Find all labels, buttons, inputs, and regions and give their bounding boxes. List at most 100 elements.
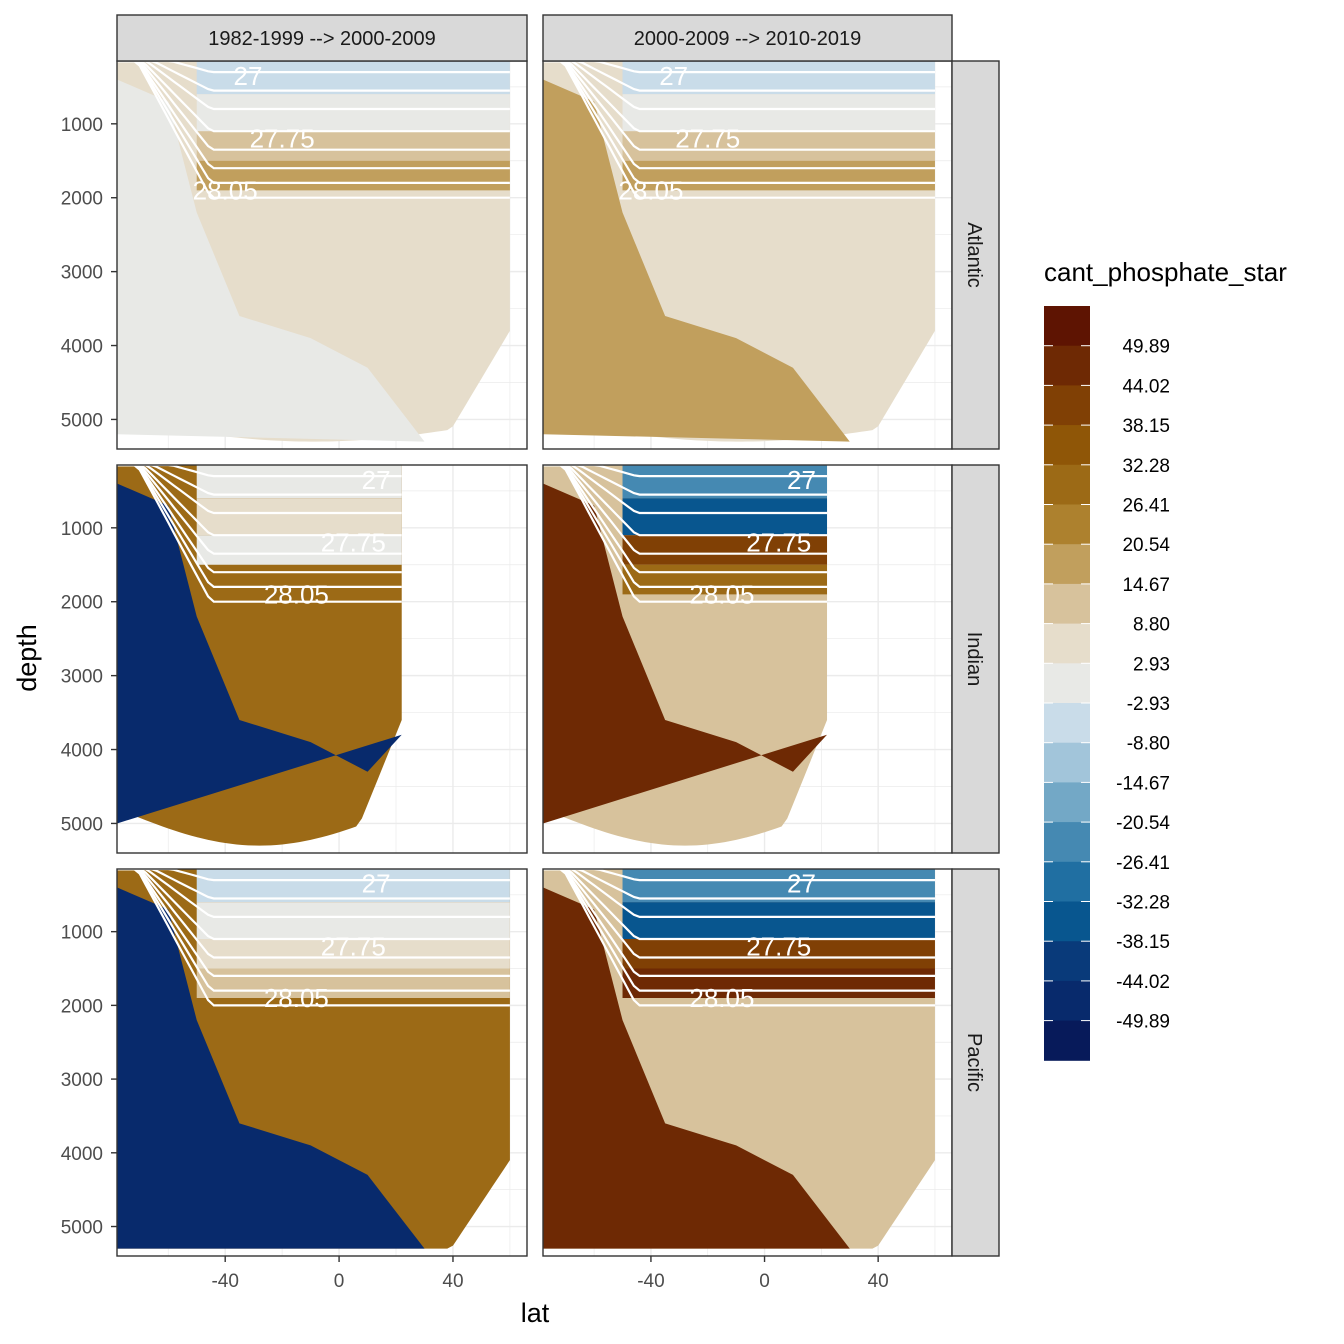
y-tick-label: 2000 <box>61 593 103 614</box>
southern-deep-water-mass <box>543 483 828 824</box>
upper-ocean-band <box>622 465 828 499</box>
isopycnal-lines: 27 27.75 28.05 <box>117 61 510 205</box>
legend-label: -38.15 <box>1116 932 1170 953</box>
isopycnal <box>543 465 827 603</box>
isopycnal <box>543 61 935 74</box>
legend-label: 38.15 <box>1122 416 1170 437</box>
x-tick-label: 40 <box>868 1271 889 1292</box>
legend-swatch <box>1044 980 1090 1022</box>
legend-swatch <box>1044 901 1090 942</box>
isopycnal-lines: 27 27.75 28.05 <box>117 869 510 1013</box>
y-tick-label: 1000 <box>61 115 103 136</box>
axes-layer: 1000200030004000500010002000300040005000… <box>61 115 889 1292</box>
strip-row: Indian <box>951 464 1000 854</box>
x-tick-label: 0 <box>759 1271 770 1292</box>
strip-row: Atlantic <box>951 60 1000 450</box>
isopycnal <box>117 869 510 918</box>
upper-ocean-band <box>622 902 935 940</box>
contour-label: 28.05 <box>264 983 329 1013</box>
legend-label: 49.89 <box>1122 337 1170 358</box>
panel-border <box>116 464 528 854</box>
isopycnal <box>117 61 510 133</box>
upper-ocean-band <box>196 939 510 969</box>
legend-swatch <box>1044 504 1090 545</box>
contour-label: 27.75 <box>321 528 386 558</box>
panel-border <box>116 868 528 1257</box>
legend-label: -20.54 <box>1116 813 1170 834</box>
isopycnal <box>543 61 935 92</box>
legend-label: -2.93 <box>1127 694 1170 715</box>
x-axis-title: lat <box>521 1298 550 1328</box>
isopycnal <box>117 61 510 151</box>
isopycnal <box>543 465 827 478</box>
isopycnal <box>117 869 510 941</box>
y-tick-label: 3000 <box>61 1070 103 1091</box>
y-tick-label: 5000 <box>61 1218 103 1239</box>
isopycnal <box>543 869 935 900</box>
isopycnal <box>543 61 935 111</box>
legend-swatch <box>1044 464 1090 505</box>
panel-pacific-1: 27 27.75 28.05 <box>116 868 528 1257</box>
strip-label: Atlantic <box>963 222 985 288</box>
panel-atlantic-2: 27 27.75 28.05 <box>542 60 953 450</box>
isopycnal <box>543 869 935 977</box>
strip-background <box>951 868 1000 1257</box>
legend-swatch <box>1044 941 1090 982</box>
isopycnal <box>117 61 510 92</box>
isopycnal <box>543 61 935 199</box>
y-tick-label: 1000 <box>61 519 103 540</box>
contour-label: 27.75 <box>746 931 811 961</box>
y-tick-label: 5000 <box>61 410 103 431</box>
y-tick-label: 5000 <box>61 814 103 835</box>
contour-label: 28.05 <box>618 175 683 205</box>
strip-column: 1982-1999 --> 2000-2009 <box>116 14 528 62</box>
isopycnal <box>117 869 510 1007</box>
y-tick-label: 4000 <box>61 1144 103 1165</box>
upper-ocean-band <box>196 131 510 161</box>
isopycnal <box>543 869 935 959</box>
isopycnal-lines: 27 27.75 28.05 <box>117 465 402 609</box>
legend-label: 14.67 <box>1122 575 1170 596</box>
legend-label: -8.80 <box>1127 734 1170 755</box>
isopycnal <box>543 465 827 588</box>
upper-ocean-band <box>196 61 510 95</box>
y-tick-label: 4000 <box>61 337 103 358</box>
facet-strips: 1982-1999 --> 2000-2009 2000-2009 --> 201… <box>116 14 1000 1257</box>
isopycnal <box>117 465 402 496</box>
strip-background <box>951 464 1000 854</box>
contour-field <box>117 465 402 846</box>
strip-label: 1982-1999 --> 2000-2009 <box>208 28 435 50</box>
isopycnal <box>543 465 827 515</box>
strip-label: 2000-2009 --> 2010-2019 <box>634 28 861 50</box>
contour-label: 27.75 <box>250 124 315 154</box>
y-tick-label: 1000 <box>61 923 103 944</box>
color-legend: cant_phosphate_star 49.89 44.02 38.15 32.28… <box>1044 257 1287 1061</box>
isopycnal <box>117 465 402 588</box>
upper-ocean-band <box>622 869 935 903</box>
isopycnal <box>117 465 402 478</box>
upper-ocean-band <box>196 869 510 903</box>
upper-ocean-band <box>196 968 510 998</box>
isopycnal-lines: 27 27.75 28.05 <box>543 869 935 1013</box>
isopycnal <box>117 869 510 900</box>
legend-swatch <box>1044 583 1090 625</box>
legend-label: -14.67 <box>1116 773 1170 794</box>
contour-label: 28.05 <box>264 579 329 609</box>
upper-ocean-band <box>196 902 510 940</box>
strip-background <box>951 60 1000 450</box>
southern-deep-water-mass <box>117 483 402 824</box>
isopycnal <box>117 61 510 170</box>
isopycnal <box>117 465 402 555</box>
upper-ocean-band <box>622 131 935 161</box>
legend-label: -26.41 <box>1116 853 1170 874</box>
upper-ocean-band <box>622 498 828 536</box>
isopycnal <box>543 869 935 1007</box>
isopycnal <box>543 869 935 918</box>
legend-label: 32.28 <box>1122 456 1170 477</box>
isopycnal <box>543 869 935 941</box>
isopycnal <box>117 465 402 574</box>
contour-label: 27 <box>787 869 816 899</box>
legend-swatch <box>1044 623 1090 664</box>
legend-swatch <box>1044 663 1090 704</box>
